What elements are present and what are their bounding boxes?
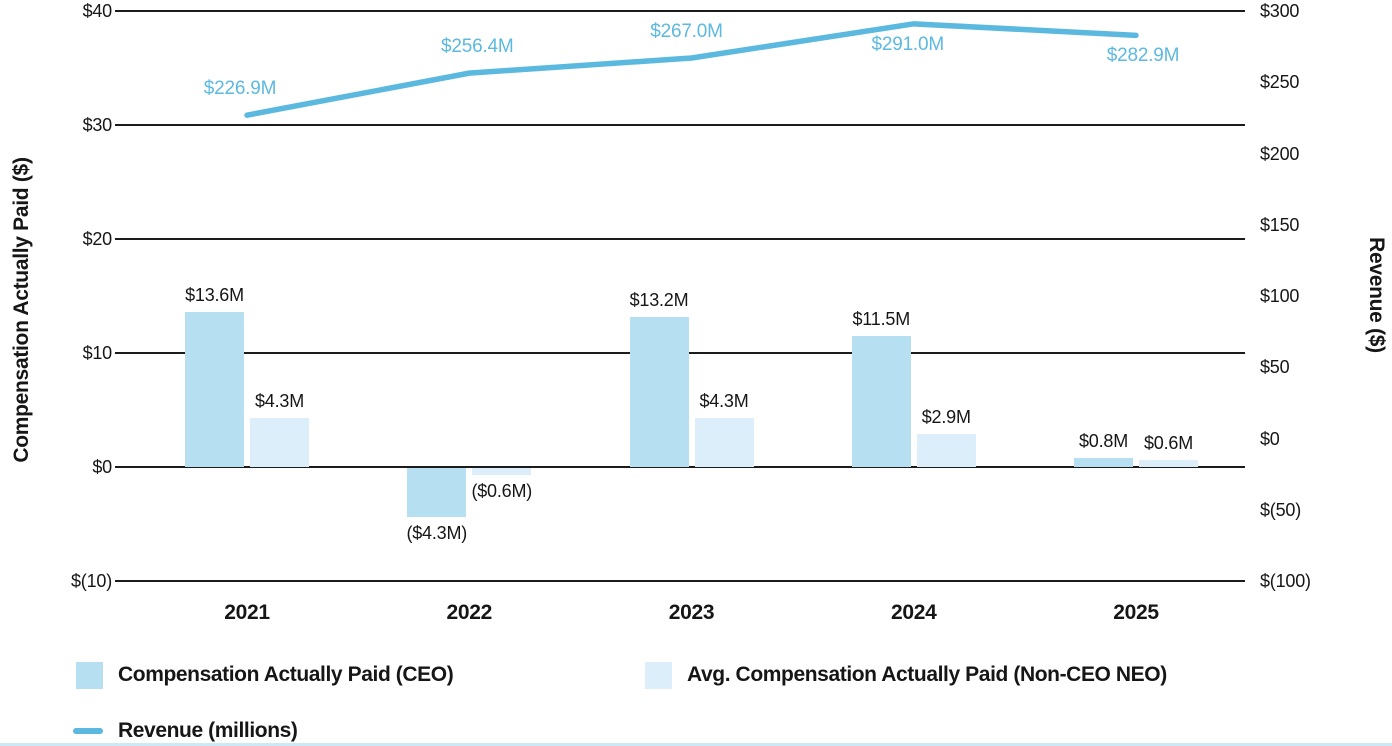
legend-item-revenue: Revenue (millions) <box>73 716 298 746</box>
bar-neo-2021 <box>250 417 309 467</box>
x-axis-label: 2021 <box>224 601 270 624</box>
bar-ceo-2024 <box>851 335 911 467</box>
right-axis-tick-label: $(50) <box>1260 499 1302 520</box>
legend-item-neo: Avg. Compensation Actually Paid (Non-CEO… <box>645 660 1167 690</box>
legend-label-revenue: Revenue (millions) <box>118 719 298 742</box>
right-axis-tick-label: $300 <box>1260 1 1300 21</box>
left-axis-tick-label: $20 <box>82 229 113 249</box>
bar-neo-2022 <box>472 468 532 475</box>
right-axis-tick-label: $150 <box>1260 214 1300 235</box>
left-axis-tick-label: $30 <box>82 115 113 135</box>
bar-value-label: ($0.6M) <box>471 480 533 501</box>
ceo-swatch-icon <box>76 661 103 689</box>
bar-value-label: ($4.3M) <box>406 523 468 544</box>
gridline <box>115 124 1245 126</box>
bar-value-label: $4.3M <box>699 390 749 411</box>
x-axis-label: 2022 <box>446 601 493 624</box>
gridline <box>115 238 1245 240</box>
bar-value-label: $4.3M <box>254 390 305 411</box>
gridline <box>115 580 1245 582</box>
revenue-point-label: $291.0M <box>871 33 945 55</box>
legend-row-2: Revenue (millions) <box>0 716 1392 746</box>
left-axis-tick-label: $40 <box>82 1 113 21</box>
bar-neo-2024 <box>916 433 976 467</box>
right-axis-tick-label: $(100) <box>1260 571 1311 591</box>
right-axis-tick-label: $100 <box>1260 286 1300 306</box>
bar-value-label: $0.8M <box>1078 430 1129 451</box>
bar-ceo-2022 <box>407 468 467 518</box>
left-axis-tick-label: $(10) <box>70 571 112 591</box>
revenue-point-label: $256.4M <box>440 36 514 58</box>
bar-neo-2023 <box>694 417 754 467</box>
gridline <box>115 466 1245 468</box>
legend-row-1: Compensation Actually Paid (CEO) Avg. Co… <box>0 660 1392 690</box>
legend-label-neo: Avg. Compensation Actually Paid (Non-CEO… <box>687 663 1167 686</box>
bar-ceo-2025 <box>1074 457 1133 467</box>
bar-value-label: $0.6M <box>1143 433 1194 454</box>
right-axis-title: Revenue ($) <box>1365 237 1388 353</box>
bar-neo-2025 <box>1139 460 1198 467</box>
bar-value-label: $13.2M <box>629 289 689 310</box>
revenue-line-swatch-icon <box>73 728 103 734</box>
left-axis-tick-label: $10 <box>82 343 113 363</box>
left-axis-tick-label: $0 <box>92 457 112 477</box>
right-axis-tick-label: $0 <box>1260 428 1280 449</box>
bar-value-label: $2.9M <box>921 406 971 427</box>
revenue-point-label: $282.9M <box>1106 45 1180 67</box>
bar-ceo-2021 <box>185 311 244 467</box>
bottom-divider <box>0 743 1392 746</box>
x-axis-label: 2024 <box>890 601 937 624</box>
neo-swatch-icon <box>645 661 672 689</box>
revenue-point-label: $267.0M <box>650 21 723 43</box>
legend-item-ceo: Compensation Actually Paid (CEO) <box>76 660 454 690</box>
bar-value-label: $11.5M <box>852 308 910 329</box>
right-axis-tick-label: $200 <box>1260 143 1300 164</box>
bar-value-label: $13.6M <box>185 284 244 305</box>
left-axis-title: Compensation Actually Paid ($) <box>10 157 33 463</box>
x-axis-label: 2025 <box>1113 601 1159 624</box>
revenue-point-label: $226.9M <box>203 78 277 100</box>
right-axis-tick-label: $50 <box>1260 357 1290 378</box>
right-axis-tick-label: $250 <box>1260 72 1300 93</box>
legend-label-ceo: Compensation Actually Paid (CEO) <box>118 663 454 686</box>
gridline <box>115 10 1245 12</box>
x-axis-label: 2023 <box>668 601 715 624</box>
bar-ceo-2023 <box>629 316 689 467</box>
